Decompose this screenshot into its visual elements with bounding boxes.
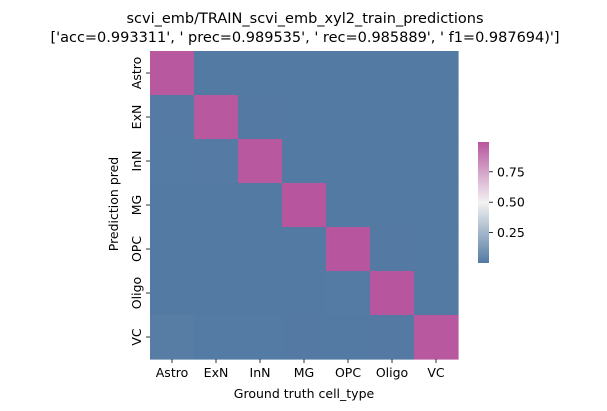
x-tick-label: OPC xyxy=(335,365,361,380)
y-tick-label: InN xyxy=(129,151,144,172)
heatmap-cell xyxy=(414,315,459,360)
heatmap-cell xyxy=(326,51,371,96)
heatmap-cell xyxy=(150,271,195,316)
x-axis-ticks: Astro ExN InN MG OPC Oligo VC xyxy=(156,359,445,380)
heatmap-cell xyxy=(370,271,415,316)
heatmap-cell xyxy=(414,183,459,228)
heatmap-cell xyxy=(414,227,459,272)
heatmap-cell xyxy=(282,51,327,96)
x-tick-label: VC xyxy=(427,365,445,380)
heatmap-cell xyxy=(326,271,371,316)
x-axis-label: Ground truth cell_type xyxy=(234,386,375,401)
x-tick-label: Astro xyxy=(156,365,188,380)
x-tick-label: InN xyxy=(250,365,271,380)
heatmap-cell xyxy=(326,315,371,360)
heatmap-cell xyxy=(282,183,327,228)
y-axis-label: Prediction pred xyxy=(106,157,121,252)
heatmap-cell xyxy=(194,227,239,272)
heatmap-cell xyxy=(150,227,195,272)
y-axis-ticks: Astro ExN InN MG OPC Oligo VC xyxy=(129,57,150,346)
heatmap-cell xyxy=(370,51,415,96)
heatmap-cell xyxy=(238,51,283,96)
y-tick-label: VC xyxy=(129,328,144,346)
heatmap-cell xyxy=(282,227,327,272)
colorbar-tick-label: 0.75 xyxy=(497,164,525,179)
heatmap-cell xyxy=(238,183,283,228)
heatmap-cell xyxy=(326,183,371,228)
y-tick-label: Astro xyxy=(129,57,144,89)
heatmap-cell xyxy=(194,139,239,184)
x-tick-label: ExN xyxy=(204,365,229,380)
heatmap-cell xyxy=(238,271,283,316)
heatmap-cell xyxy=(282,315,327,360)
heatmap-cell xyxy=(326,95,371,140)
heatmap-cell xyxy=(282,139,327,184)
heatmap-cell xyxy=(150,51,195,96)
heatmap-cell xyxy=(194,183,239,228)
heatmap-cell xyxy=(326,139,371,184)
chart-title-line1: scvi_emb/TRAIN_scvi_emb_xyl2_train_predi… xyxy=(126,11,483,27)
colorbar-tick-label: 0.25 xyxy=(497,225,525,240)
chart-title-line2: ['acc=0.993311', ' prec=0.989535', ' rec… xyxy=(50,30,559,46)
heatmap-cell xyxy=(238,139,283,184)
heatmap-cell xyxy=(194,95,239,140)
heatmap-cells xyxy=(150,51,459,360)
y-tick-label: OPC xyxy=(129,236,144,262)
heatmap-cell xyxy=(414,139,459,184)
heatmap-cell xyxy=(238,95,283,140)
heatmap-cell xyxy=(282,95,327,140)
heatmap-cell xyxy=(370,139,415,184)
heatmap-cell xyxy=(414,95,459,140)
heatmap-cell xyxy=(194,271,239,316)
y-tick-label: MG xyxy=(129,195,144,215)
heatmap-cell xyxy=(326,227,371,272)
heatmap-cell xyxy=(194,51,239,96)
heatmap-cell xyxy=(414,51,459,96)
heatmap-cell xyxy=(150,315,195,360)
heatmap-cell xyxy=(150,95,195,140)
heatmap-cell xyxy=(282,271,327,316)
heatmap-cell xyxy=(414,271,459,316)
x-tick-label: Oligo xyxy=(376,365,408,380)
heatmap-cell xyxy=(150,139,195,184)
heatmap-cell xyxy=(194,315,239,360)
heatmap-cell xyxy=(370,183,415,228)
heatmap-cell xyxy=(370,227,415,272)
y-tick-label: Oligo xyxy=(129,277,144,309)
colorbar-tick-label: 0.50 xyxy=(497,195,525,210)
heatmap-cell xyxy=(150,183,195,228)
heatmap-cell xyxy=(238,227,283,272)
colorbar-ticks: 0.25 0.50 0.75 xyxy=(489,164,525,240)
colorbar xyxy=(478,142,489,263)
x-tick-label: MG xyxy=(294,365,314,380)
heatmap-cell xyxy=(370,95,415,140)
y-tick-label: ExN xyxy=(129,105,144,130)
heatmap-cell xyxy=(370,315,415,360)
heatmap-cell xyxy=(238,315,283,360)
